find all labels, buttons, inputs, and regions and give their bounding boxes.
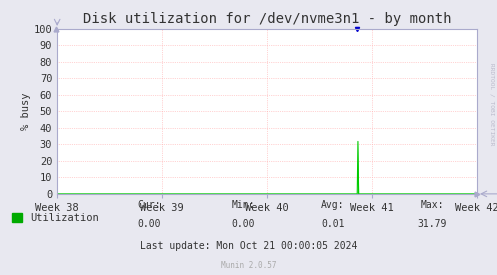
Title: Disk utilization for /dev/nvme3n1 - by month: Disk utilization for /dev/nvme3n1 - by m…: [83, 12, 451, 26]
Text: Cur:: Cur:: [137, 200, 161, 210]
Legend: Utilization: Utilization: [7, 209, 103, 227]
Text: Max:: Max:: [420, 200, 444, 210]
Text: Munin 2.0.57: Munin 2.0.57: [221, 261, 276, 270]
Text: 31.79: 31.79: [417, 219, 447, 229]
Text: Avg:: Avg:: [321, 200, 345, 210]
Text: 0.00: 0.00: [232, 219, 255, 229]
Text: Min:: Min:: [232, 200, 255, 210]
Text: 0.01: 0.01: [321, 219, 345, 229]
Text: RRDTOOL / TOBI OETIKER: RRDTOOL / TOBI OETIKER: [490, 63, 495, 146]
Y-axis label: % busy: % busy: [21, 93, 31, 130]
Text: Last update: Mon Oct 21 00:00:05 2024: Last update: Mon Oct 21 00:00:05 2024: [140, 241, 357, 251]
Text: 0.00: 0.00: [137, 219, 161, 229]
